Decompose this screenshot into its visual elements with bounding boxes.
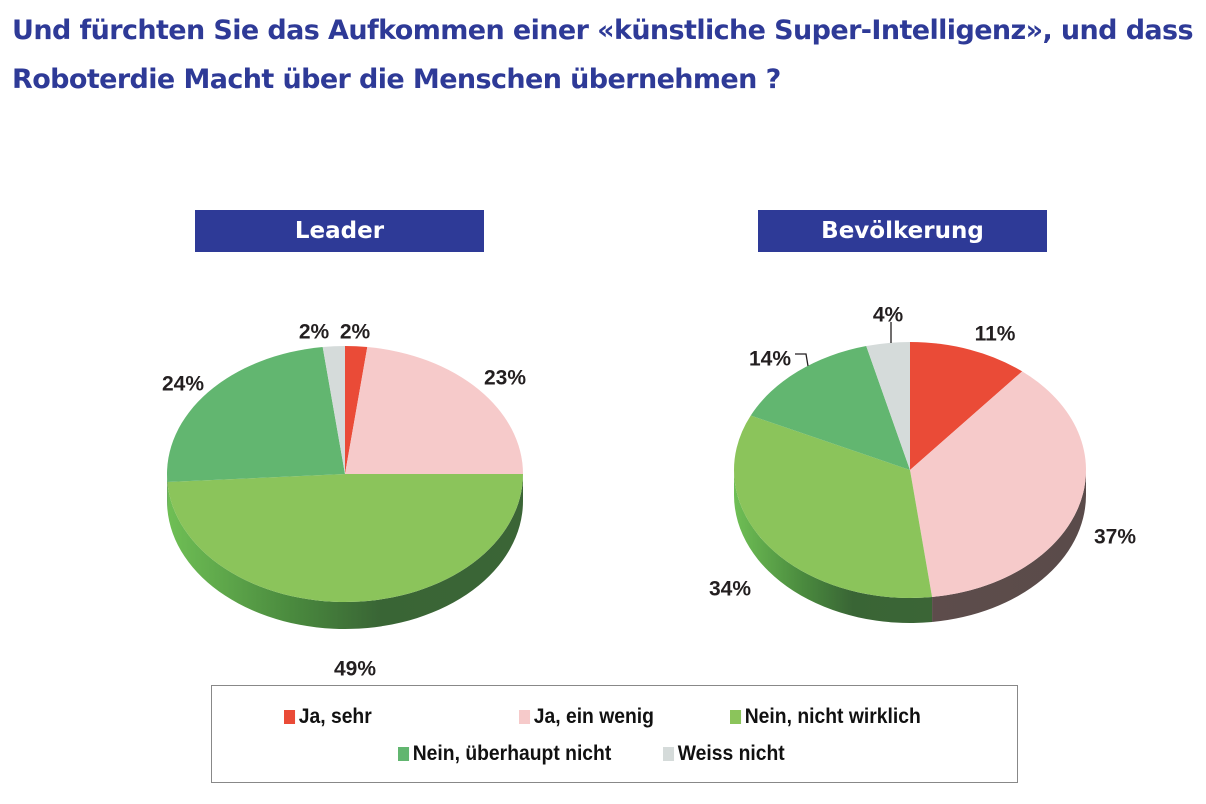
data-label: 49% xyxy=(334,658,376,681)
legend-item: Nein, nicht wirklich xyxy=(730,705,921,729)
pie-slice-1 xyxy=(345,347,523,474)
leader-line xyxy=(795,353,809,367)
legend-label: Weiss nicht xyxy=(677,742,785,765)
legend-label: Nein, nicht wirklich xyxy=(744,705,921,728)
data-label: 2% xyxy=(299,321,330,344)
legend-label: Nein, überhaupt nicht xyxy=(412,742,612,765)
legend-swatch xyxy=(284,710,296,724)
data-label: 37% xyxy=(1094,526,1136,549)
legend-swatch xyxy=(519,710,531,724)
population-panel-title: Bevölkerung xyxy=(758,210,1047,252)
legend-swatch xyxy=(730,710,742,724)
pie-slice-0 xyxy=(345,346,368,474)
pie-side-1 xyxy=(932,470,1086,622)
data-label: 34% xyxy=(709,578,751,601)
data-label: 14% xyxy=(749,348,791,371)
pie-slice-4 xyxy=(322,346,345,474)
leader-pie: 2% 23% 49% 24% 2% xyxy=(162,321,526,681)
leader-panel-title: Leader xyxy=(195,210,484,252)
chart-title: Und fürchten Sie das Aufkommen einer «kü… xyxy=(12,15,1194,95)
legend-item: Weiss nicht xyxy=(663,742,785,766)
legend-label: Ja, sehr xyxy=(298,705,372,728)
legend-label: Ja, ein wenig xyxy=(533,705,654,728)
pie-slice-3 xyxy=(750,346,910,470)
legend-swatch xyxy=(663,747,675,761)
data-label: 24% xyxy=(162,373,204,396)
data-label: 11% xyxy=(975,323,1016,346)
pie-slice-3 xyxy=(167,347,345,483)
legend-item: Nein, überhaupt nicht xyxy=(398,742,611,766)
pie-slice-1 xyxy=(910,371,1086,597)
legend-swatch xyxy=(398,747,410,761)
pie-slice-4 xyxy=(866,342,910,470)
legend-item: Ja, ein wenig xyxy=(519,705,654,729)
pie-side-2 xyxy=(734,470,933,623)
pie-slice-0 xyxy=(910,342,1023,470)
pie-side-2 xyxy=(167,474,523,630)
data-label: 23% xyxy=(484,367,526,390)
legend: Ja, sehr Ja, ein wenig Nein, nicht wirkl… xyxy=(211,685,1018,783)
data-label: 2% xyxy=(340,321,371,344)
legend-item: Ja, sehr xyxy=(284,705,372,729)
pie-slice-2 xyxy=(167,474,523,603)
pie-slice-2 xyxy=(733,415,933,598)
data-label: 4% xyxy=(873,304,904,327)
population-pie: 11% 37% 34% 14% 4% xyxy=(709,304,1136,623)
